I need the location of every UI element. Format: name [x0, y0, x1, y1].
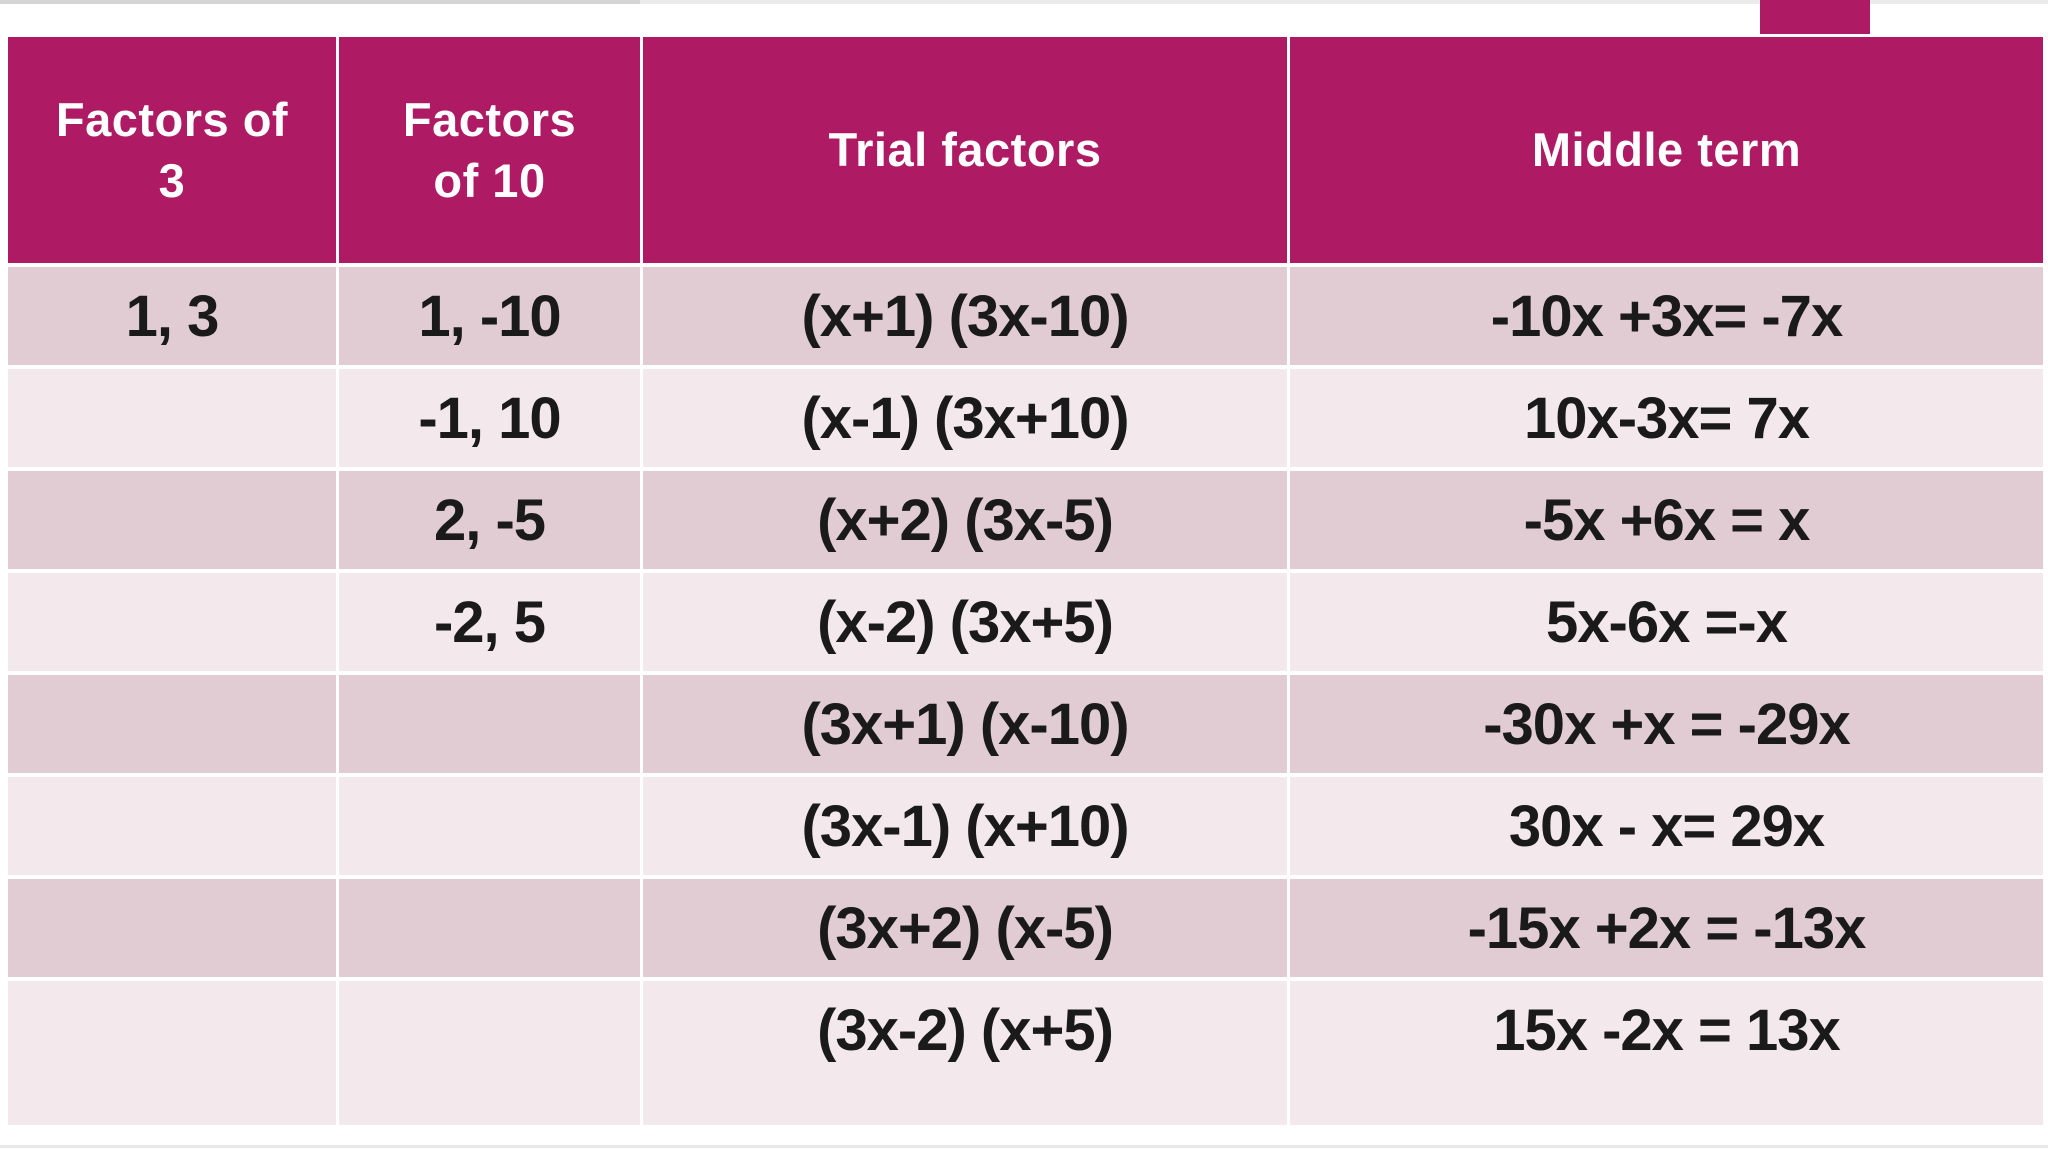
- cell-middle-term: 30x - x= 29x: [1290, 777, 2043, 875]
- cell-factors-of-3: [8, 981, 336, 1125]
- cell-trial-factors: (3x-1) (x+10): [643, 777, 1287, 875]
- cell-factors-of-10: -2, 5: [339, 573, 640, 671]
- cell-factors-of-10: 2, -5: [339, 471, 640, 569]
- cell-factors-of-3: [8, 471, 336, 569]
- cell-trial-factors: (3x-2) (x+5): [643, 981, 1287, 1125]
- cell-middle-term: 15x -2x = 13x: [1290, 981, 2043, 1125]
- cell-factors-of-3: 1, 3: [8, 267, 336, 365]
- cell-factors-of-3: [8, 777, 336, 875]
- cell-factors-of-10: [339, 879, 640, 977]
- cell-factors-of-3: [8, 879, 336, 977]
- top-divider-line-right: [640, 0, 2048, 4]
- cell-trial-factors: (x-1) (3x+10): [643, 369, 1287, 467]
- cell-middle-term: 5x-6x =-x: [1290, 573, 2043, 671]
- cell-middle-term: -10x +3x= -7x: [1290, 267, 2043, 365]
- cell-factors-of-10: [339, 675, 640, 773]
- cell-middle-term: -30x +x = -29x: [1290, 675, 2043, 773]
- cell-factors-of-10: -1, 10: [339, 369, 640, 467]
- cell-trial-factors: (x-2) (3x+5): [643, 573, 1287, 671]
- header-cell-trial-factors: Trial factors: [643, 37, 1287, 263]
- cell-trial-factors: (3x+2) (x-5): [643, 879, 1287, 977]
- cell-trial-factors: (x+1) (3x-10): [643, 267, 1287, 365]
- cell-factors-of-3: [8, 369, 336, 467]
- cell-factors-of-10: 1, -10: [339, 267, 640, 365]
- slide-accent-tab: [1760, 0, 1870, 34]
- trial-factors-table: Factors of 3 Factors of 10 Trial factors…: [8, 37, 2043, 1125]
- header-cell-factors-of-3: Factors of 3: [8, 37, 336, 263]
- top-divider-line-left: [0, 0, 640, 4]
- cell-factors-of-10: [339, 777, 640, 875]
- cell-middle-term: -5x +6x = x: [1290, 471, 2043, 569]
- cell-middle-term: -15x +2x = -13x: [1290, 879, 2043, 977]
- cell-factors-of-3: [8, 675, 336, 773]
- cell-trial-factors: (3x+1) (x-10): [643, 675, 1287, 773]
- cell-factors-of-10: [339, 981, 640, 1125]
- bottom-divider-line: [0, 1145, 2048, 1148]
- header-cell-factors-of-10: Factors of 10: [339, 37, 640, 263]
- cell-factors-of-3: [8, 573, 336, 671]
- cell-middle-term: 10x-3x= 7x: [1290, 369, 2043, 467]
- header-cell-middle-term: Middle term: [1290, 37, 2043, 263]
- cell-trial-factors: (x+2) (3x-5): [643, 471, 1287, 569]
